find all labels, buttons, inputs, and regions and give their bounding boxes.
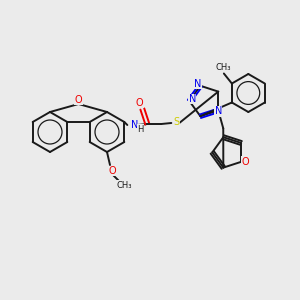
Text: H: H [137, 124, 143, 134]
Text: O: O [242, 157, 249, 167]
Text: CH₃: CH₃ [215, 63, 231, 72]
Text: N: N [214, 106, 222, 116]
Text: N: N [194, 79, 201, 89]
Text: O: O [75, 95, 82, 105]
Text: O: O [108, 166, 116, 176]
Text: O: O [136, 98, 143, 108]
Text: N: N [130, 120, 138, 130]
Text: N: N [189, 94, 196, 104]
Text: CH₃: CH₃ [116, 181, 132, 190]
Text: S: S [173, 117, 179, 127]
